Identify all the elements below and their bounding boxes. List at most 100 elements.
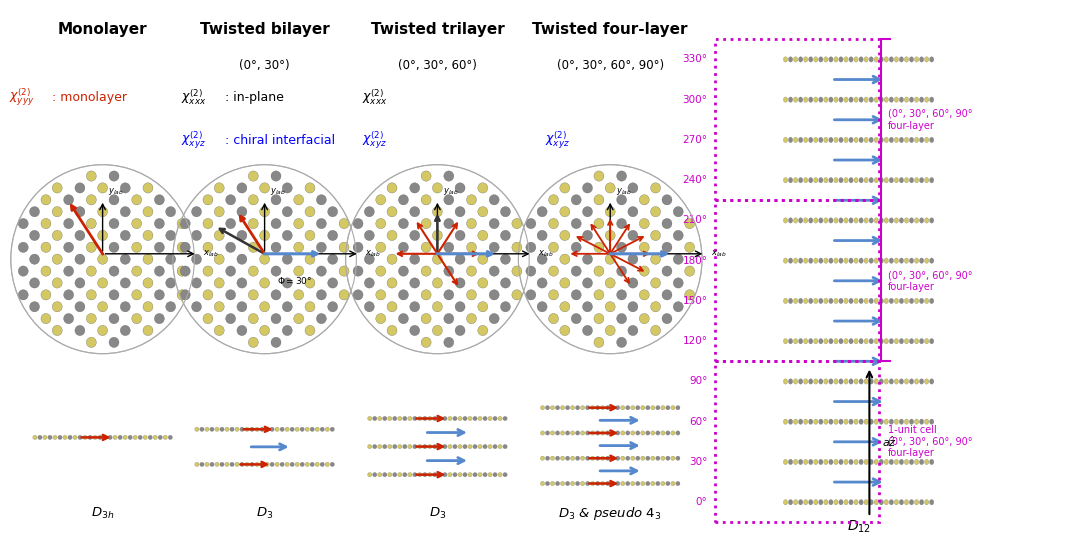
Ellipse shape [458, 472, 462, 477]
Ellipse shape [894, 459, 899, 464]
Ellipse shape [828, 57, 833, 62]
Ellipse shape [282, 206, 293, 217]
Ellipse shape [889, 379, 893, 384]
Ellipse shape [894, 379, 899, 384]
Ellipse shape [839, 137, 843, 143]
Ellipse shape [191, 278, 202, 288]
Ellipse shape [924, 57, 929, 62]
Ellipse shape [788, 57, 793, 62]
Ellipse shape [387, 183, 397, 193]
Ellipse shape [561, 406, 565, 410]
Ellipse shape [919, 178, 923, 183]
Ellipse shape [595, 406, 599, 410]
Ellipse shape [75, 301, 85, 312]
Ellipse shape [924, 459, 929, 464]
Ellipse shape [834, 339, 838, 344]
Ellipse shape [428, 416, 432, 421]
Ellipse shape [280, 427, 284, 431]
Ellipse shape [52, 183, 63, 193]
Ellipse shape [828, 97, 833, 103]
Ellipse shape [900, 178, 904, 183]
Ellipse shape [191, 230, 202, 240]
Ellipse shape [813, 459, 818, 464]
Ellipse shape [869, 218, 874, 223]
Ellipse shape [594, 242, 604, 252]
Ellipse shape [904, 218, 908, 223]
Ellipse shape [545, 431, 550, 435]
Ellipse shape [582, 278, 593, 288]
Ellipse shape [403, 472, 407, 477]
Ellipse shape [109, 171, 119, 181]
Ellipse shape [248, 266, 258, 276]
Ellipse shape [804, 258, 808, 264]
Ellipse shape [570, 456, 575, 461]
Text: $x_{lab}$: $x_{lab}$ [365, 248, 381, 259]
Ellipse shape [788, 459, 793, 464]
Ellipse shape [367, 416, 372, 421]
Ellipse shape [650, 206, 661, 217]
Ellipse shape [919, 339, 923, 344]
Ellipse shape [869, 97, 874, 103]
Ellipse shape [403, 444, 407, 449]
Ellipse shape [305, 462, 309, 467]
Ellipse shape [819, 379, 823, 384]
Ellipse shape [566, 481, 570, 485]
Ellipse shape [467, 195, 476, 205]
Ellipse shape [804, 178, 808, 183]
Ellipse shape [606, 456, 610, 461]
Ellipse shape [248, 218, 258, 228]
Ellipse shape [894, 419, 899, 424]
Ellipse shape [904, 57, 908, 62]
Ellipse shape [582, 301, 593, 312]
Ellipse shape [180, 218, 190, 228]
Ellipse shape [421, 266, 431, 276]
Ellipse shape [305, 254, 315, 264]
Ellipse shape [382, 472, 387, 477]
Ellipse shape [839, 459, 843, 464]
Ellipse shape [661, 481, 665, 485]
Ellipse shape [605, 183, 616, 193]
Ellipse shape [498, 444, 502, 449]
Ellipse shape [930, 339, 934, 344]
Ellipse shape [143, 435, 147, 440]
Ellipse shape [915, 218, 919, 223]
Ellipse shape [859, 379, 863, 384]
Ellipse shape [310, 427, 314, 431]
Ellipse shape [874, 97, 878, 103]
Text: 240°: 240° [683, 175, 707, 185]
Ellipse shape [320, 427, 324, 431]
Ellipse shape [325, 462, 329, 467]
Ellipse shape [930, 500, 934, 505]
Ellipse shape [249, 427, 254, 431]
Ellipse shape [376, 313, 386, 323]
Ellipse shape [32, 435, 37, 440]
Ellipse shape [809, 178, 813, 183]
Ellipse shape [75, 183, 85, 193]
Ellipse shape [783, 339, 787, 344]
Ellipse shape [864, 57, 868, 62]
Ellipse shape [453, 444, 457, 449]
Ellipse shape [29, 278, 40, 288]
Ellipse shape [885, 419, 889, 424]
Ellipse shape [783, 258, 787, 264]
Ellipse shape [163, 435, 167, 440]
Ellipse shape [467, 266, 476, 276]
Ellipse shape [526, 266, 536, 276]
Ellipse shape [488, 416, 492, 421]
Ellipse shape [650, 301, 661, 312]
Ellipse shape [909, 500, 914, 505]
Ellipse shape [41, 313, 51, 323]
Ellipse shape [143, 278, 153, 288]
Ellipse shape [214, 325, 225, 335]
Ellipse shape [305, 230, 315, 240]
Ellipse shape [874, 178, 878, 183]
Text: 210°: 210° [683, 215, 707, 225]
Ellipse shape [813, 218, 818, 223]
Ellipse shape [646, 431, 650, 435]
Ellipse shape [788, 419, 793, 424]
Ellipse shape [177, 242, 187, 252]
Ellipse shape [919, 137, 923, 143]
Ellipse shape [885, 339, 889, 344]
Ellipse shape [316, 266, 326, 276]
Ellipse shape [388, 416, 392, 421]
